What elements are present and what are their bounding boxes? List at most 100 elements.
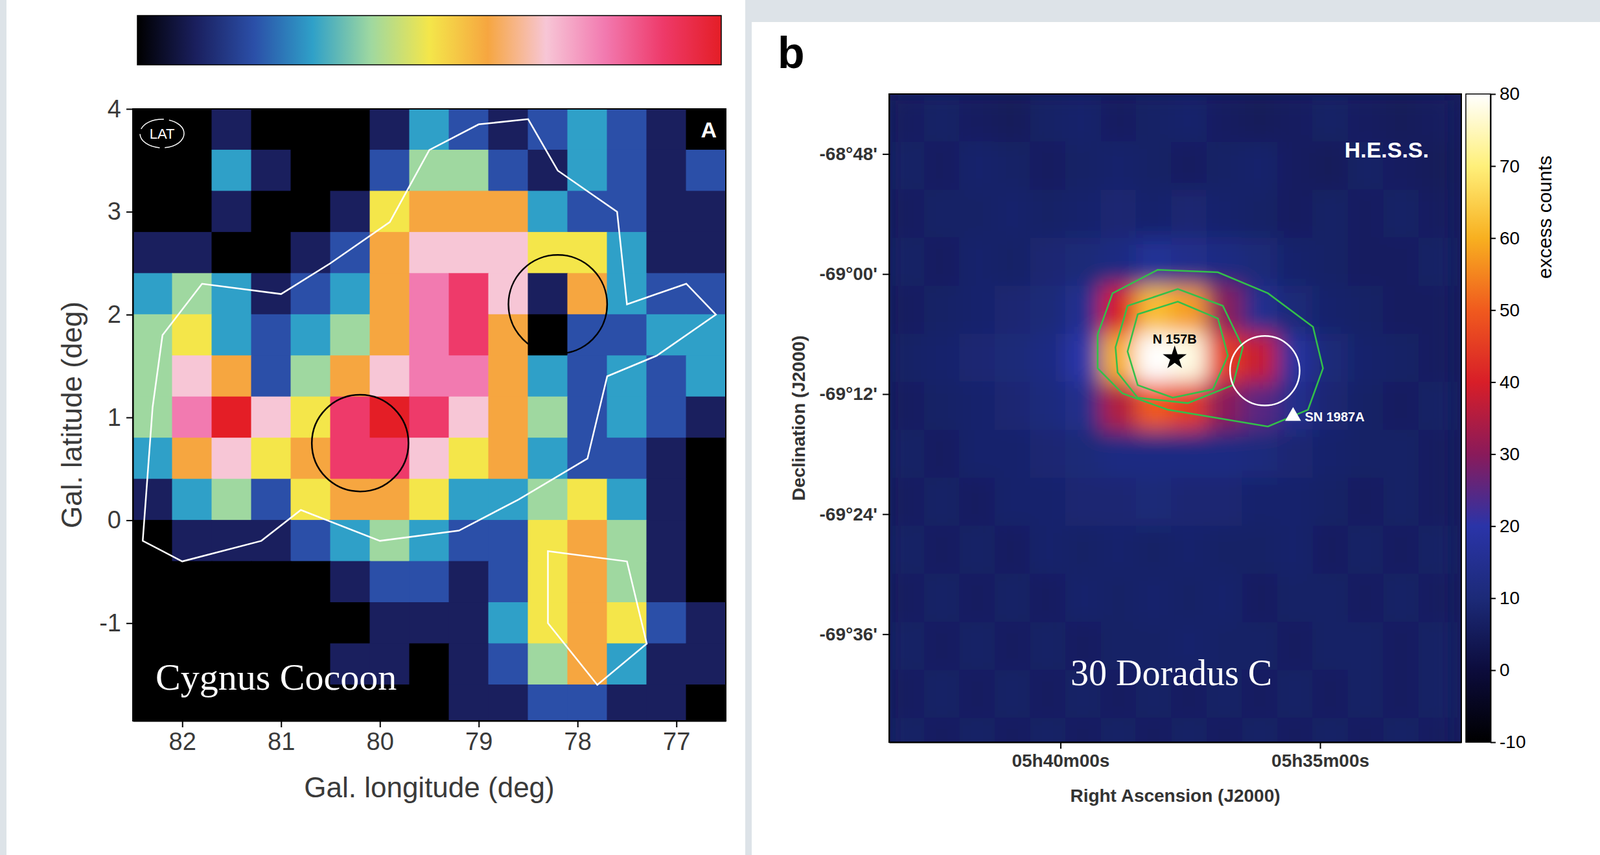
cell (646, 478, 687, 521)
cell (567, 602, 608, 644)
cell (1029, 717, 1066, 743)
cell (1241, 573, 1278, 623)
cell (330, 149, 371, 192)
tick-label: 2 (107, 300, 122, 328)
cell (211, 519, 253, 562)
cell (449, 478, 490, 521)
cell (1312, 333, 1348, 383)
cell (1312, 429, 1348, 479)
colorbar-title: excess counts (1533, 155, 1556, 279)
cell (686, 314, 727, 356)
cell (211, 149, 253, 192)
cell (172, 190, 213, 232)
cell (994, 669, 1031, 719)
cell (1029, 189, 1066, 239)
cell (924, 477, 960, 527)
logo-ring (139, 119, 185, 148)
cell (370, 519, 411, 562)
cell (211, 355, 253, 397)
cell (251, 437, 292, 479)
cell (924, 333, 960, 383)
cell (1171, 189, 1207, 239)
cell (1277, 141, 1313, 191)
cell (1206, 237, 1243, 287)
cell (1277, 477, 1313, 527)
cell (567, 272, 608, 315)
tick: -10 (1490, 731, 1526, 752)
cell (290, 519, 332, 562)
tick: 70 (1490, 156, 1520, 177)
cell (1418, 429, 1455, 479)
cell (488, 437, 529, 479)
cell (959, 429, 995, 479)
cell (1241, 285, 1278, 335)
tick-mark (882, 273, 890, 275)
tick-mark (1490, 237, 1496, 240)
axis-line (889, 742, 1462, 744)
tick-label: 50 (1499, 300, 1520, 321)
cell (488, 149, 529, 192)
cell (1065, 429, 1102, 479)
cell (567, 561, 608, 603)
cell (1100, 525, 1137, 575)
cell (449, 355, 490, 397)
plot-frame (132, 108, 726, 721)
cell (1347, 669, 1384, 719)
cell (449, 437, 490, 479)
tick-mark (478, 720, 480, 728)
tick-label: 4 (107, 95, 122, 123)
cell (449, 684, 490, 721)
cell (567, 149, 608, 192)
cell (1241, 93, 1278, 143)
tick: 77 (662, 720, 691, 755)
cell (1277, 237, 1313, 287)
cell (1171, 477, 1207, 527)
cell (959, 717, 995, 743)
cell (172, 355, 213, 397)
cell (1277, 573, 1313, 623)
cell (686, 149, 727, 192)
cell (409, 355, 450, 397)
tick-label: -69°24' (819, 504, 878, 525)
cell (211, 190, 253, 232)
cell (959, 237, 995, 287)
cell (1418, 717, 1455, 743)
cell (409, 602, 450, 644)
cell (994, 381, 1031, 431)
tick-label: -69°36' (819, 624, 878, 645)
cell (1029, 429, 1066, 479)
cell (330, 108, 371, 151)
colorbar (137, 15, 722, 65)
cell (1029, 285, 1066, 335)
cell (370, 231, 411, 274)
tick: 05h40m00s (1011, 742, 1110, 771)
cell (211, 561, 253, 603)
cell (1100, 429, 1137, 479)
cell (488, 231, 529, 274)
cell (1241, 429, 1278, 479)
axis: -1001020304050607080 (1490, 83, 1526, 752)
cell (959, 525, 995, 575)
point-label: N 157B (1152, 331, 1197, 347)
cell (1312, 477, 1348, 527)
cell (889, 141, 925, 191)
cell (1312, 669, 1348, 719)
cell (686, 561, 727, 603)
cell (567, 684, 608, 721)
cell (1136, 381, 1172, 431)
axis-line (133, 720, 727, 722)
cell (330, 396, 371, 439)
plot-background (132, 108, 726, 721)
cell (1241, 237, 1278, 287)
cell (290, 437, 332, 479)
cell (449, 643, 490, 685)
tick-label: 05h35m00s (1271, 750, 1370, 771)
cell (528, 478, 569, 521)
cell (528, 684, 569, 721)
cell (567, 108, 608, 151)
tick-label: 77 (662, 727, 691, 755)
cell (370, 478, 411, 521)
cell (1312, 621, 1348, 671)
cell (1382, 621, 1419, 671)
plot-frame (889, 93, 1462, 743)
